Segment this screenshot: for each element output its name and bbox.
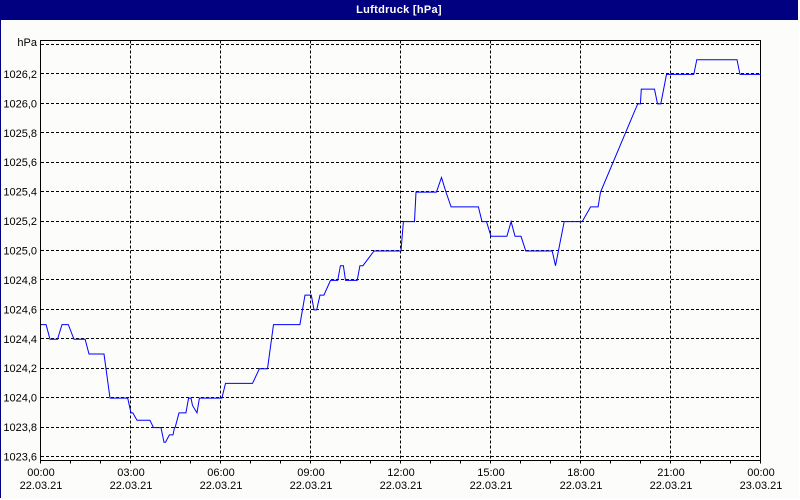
svg-text:09:00: 09:00 (297, 467, 325, 479)
svg-text:22.03.21: 22.03.21 (200, 480, 243, 492)
svg-text:22.03.21: 22.03.21 (560, 480, 603, 492)
svg-text:22.03.21: 22.03.21 (290, 480, 333, 492)
svg-text:12:00: 12:00 (387, 467, 415, 479)
svg-text:21:00: 21:00 (657, 467, 685, 479)
svg-text:1024,6: 1024,6 (3, 304, 37, 316)
svg-text:1024,2: 1024,2 (3, 363, 37, 375)
svg-text:1025,6: 1025,6 (3, 157, 37, 169)
svg-text:1024,4: 1024,4 (3, 334, 37, 346)
svg-text:1023,6: 1023,6 (3, 452, 37, 464)
svg-text:15:00: 15:00 (477, 467, 505, 479)
svg-text:1024,0: 1024,0 (3, 393, 37, 405)
svg-text:1025,8: 1025,8 (3, 128, 37, 140)
svg-text:18:00: 18:00 (567, 467, 595, 479)
svg-text:22.03.21: 22.03.21 (470, 480, 513, 492)
svg-text:1023,8: 1023,8 (3, 422, 37, 434)
svg-text:1025,2: 1025,2 (3, 216, 37, 228)
svg-text:22.03.21: 22.03.21 (20, 480, 63, 492)
svg-text:22.03.21: 22.03.21 (110, 480, 153, 492)
svg-text:23.03.21: 23.03.21 (740, 480, 783, 492)
svg-text:06:00: 06:00 (207, 467, 235, 479)
svg-text:1026,2: 1026,2 (3, 69, 37, 81)
svg-text:22.03.21: 22.03.21 (650, 480, 693, 492)
svg-text:hPa: hPa (17, 37, 37, 49)
svg-text:1025,4: 1025,4 (3, 187, 37, 199)
svg-text:1024,8: 1024,8 (3, 275, 37, 287)
svg-text:22.03.21: 22.03.21 (380, 480, 423, 492)
svg-text:03:00: 03:00 (117, 467, 145, 479)
svg-text:1025,0: 1025,0 (3, 246, 37, 258)
svg-text:00:00: 00:00 (27, 467, 55, 479)
svg-text:00:00: 00:00 (747, 467, 775, 479)
svg-text:1026,0: 1026,0 (3, 98, 37, 110)
